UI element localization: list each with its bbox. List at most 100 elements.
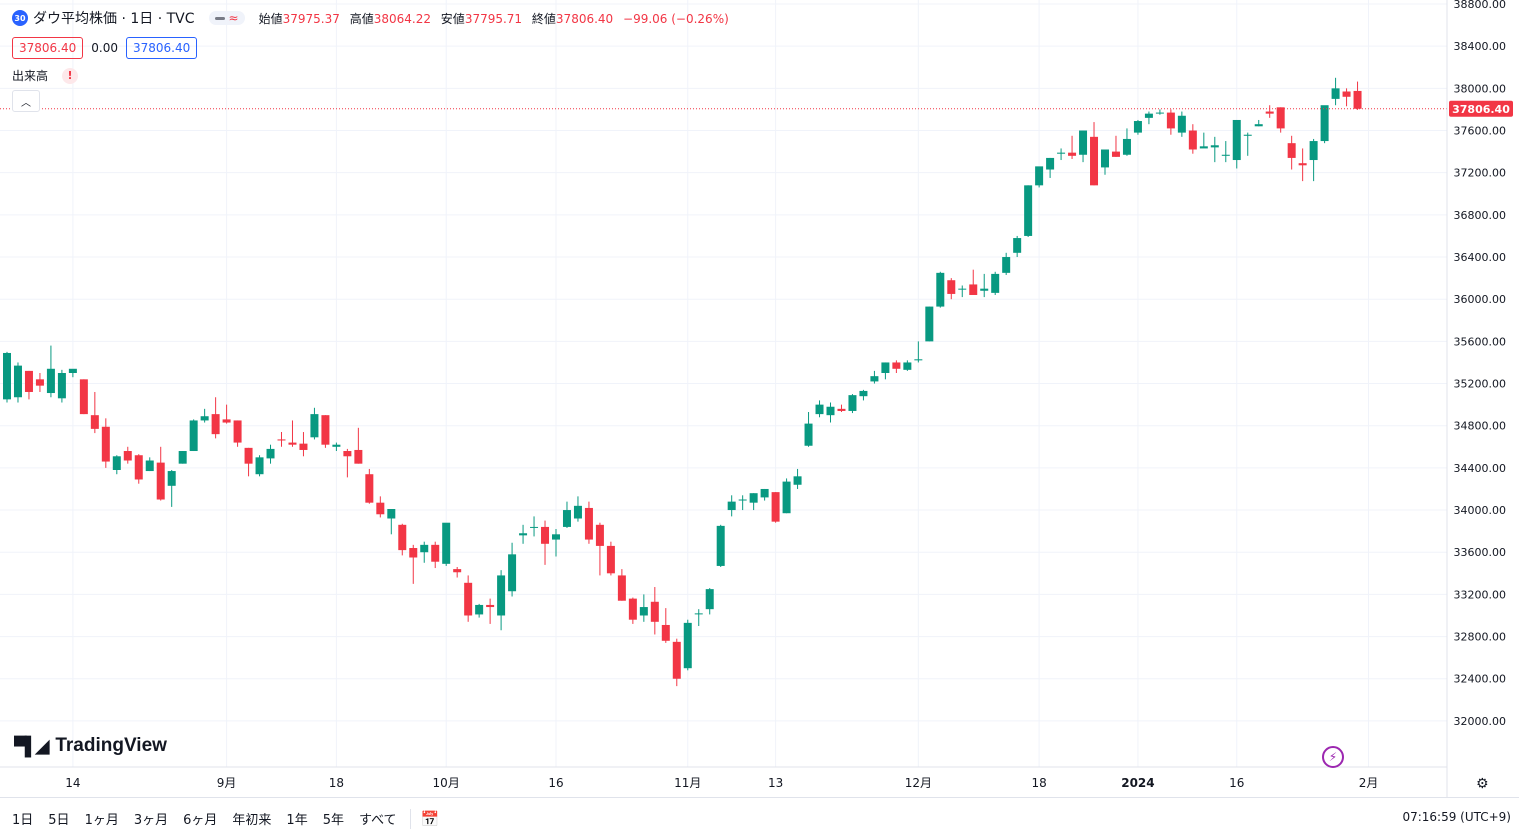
candle-body	[365, 474, 374, 503]
range-6m[interactable]: 6ヶ月	[183, 813, 218, 828]
price-tick-label: 37200.00	[1454, 167, 1507, 180]
candle	[57, 369, 66, 403]
gear-icon[interactable]: ⚙	[1476, 776, 1489, 792]
price-tick-label: 37600.00	[1454, 125, 1507, 138]
legend-toggles[interactable]: ≈	[208, 11, 245, 25]
candle-body	[716, 525, 725, 566]
candle-body	[35, 379, 44, 386]
flash-icon[interactable]: ⚡	[1322, 746, 1344, 768]
candle-body	[3, 352, 11, 400]
candle	[1122, 128, 1131, 156]
range-all[interactable]: すべて	[358, 813, 397, 828]
candle	[1101, 149, 1109, 175]
candle-body	[486, 604, 495, 608]
ohlc-values: 始値37975.37 高値38064.22 安値37795.71 終値37806…	[259, 10, 735, 27]
symbol-title[interactable]: ダウ平均株価 · 1日 · TVC	[33, 11, 195, 27]
range-1y[interactable]: 1年	[286, 813, 308, 828]
calendar-icon[interactable]: 📅	[420, 809, 440, 828]
time-tick-label: 12月	[905, 776, 932, 790]
candle-body	[1221, 154, 1230, 156]
candle	[760, 488, 769, 501]
candle	[376, 496, 385, 518]
candle	[848, 394, 857, 414]
candle	[420, 541, 429, 563]
candle-body	[1002, 257, 1011, 273]
candle	[1353, 81, 1362, 110]
candle	[475, 603, 484, 618]
time-tick-label: 18	[329, 776, 344, 790]
candle	[716, 524, 725, 567]
volume-label[interactable]: 出来高	[12, 69, 49, 83]
candle	[606, 541, 615, 576]
candle-body	[178, 451, 187, 464]
price-tick-label: 36400.00	[1454, 251, 1507, 264]
candle-body	[760, 488, 769, 498]
candle	[178, 451, 187, 464]
candle-body	[46, 368, 55, 394]
candle-body	[1232, 119, 1241, 161]
symbol-badge[interactable]: 30	[12, 10, 28, 26]
price-tick-label: 32000.00	[1454, 715, 1507, 728]
candle	[79, 379, 88, 415]
tradingview-logo[interactable]: ▀▌◢ TradingView	[14, 735, 167, 757]
candle	[200, 408, 209, 423]
candle	[189, 419, 198, 452]
candle	[1111, 135, 1120, 157]
range-ytd[interactable]: 年初来	[232, 813, 272, 828]
candle-body	[1188, 130, 1197, 150]
candle-body	[1013, 238, 1022, 253]
range-1d[interactable]: 1日	[12, 813, 34, 828]
minus-icon[interactable]	[214, 16, 225, 20]
candle	[639, 594, 648, 622]
candle-body	[431, 544, 440, 562]
candle	[1254, 119, 1263, 127]
candle	[332, 442, 341, 452]
candle-body	[1144, 113, 1153, 118]
low-label: 安値	[440, 11, 465, 26]
candle-body	[222, 419, 231, 423]
candle-body	[969, 284, 978, 295]
ask-button[interactable]: 37806.40	[125, 37, 198, 59]
price-tick-label: 34800.00	[1454, 420, 1507, 433]
clock-display[interactable]: 07:16:59 (UTC+9)	[1402, 810, 1511, 824]
candle	[1046, 157, 1055, 178]
candle-body	[541, 526, 550, 544]
candle	[650, 587, 659, 635]
range-3m[interactable]: 3ヶ月	[133, 813, 169, 828]
time-tick-label: 2024	[1121, 776, 1154, 790]
price-axis[interactable]: 38800.00 38400.00 38000.00 37600.00 37200.00…	[1454, 0, 1507, 728]
price-tick-label: 36000.00	[1454, 293, 1507, 306]
time-axis[interactable]: 14 9月 18 10月 16 11月 13 12月 18 2024 16 2月	[65, 776, 1378, 790]
bid-button[interactable]: 37806.40	[12, 37, 84, 59]
candle-body	[420, 544, 429, 553]
candle-body	[1254, 124, 1263, 127]
candle	[925, 306, 934, 342]
candle-body	[57, 373, 66, 399]
range-5d[interactable]: 5日	[48, 813, 70, 828]
candle-body	[958, 288, 967, 290]
candles-series	[3, 77, 1362, 687]
candle-body	[672, 641, 681, 679]
candle-body	[453, 569, 462, 573]
candle	[343, 448, 352, 478]
price-tick-label: 33600.00	[1454, 546, 1507, 559]
candle	[1177, 111, 1186, 137]
range-1m[interactable]: 1ヶ月	[84, 813, 119, 828]
candle-body	[24, 370, 33, 392]
candle	[90, 391, 99, 434]
wave-icon[interactable]: ≈	[228, 11, 239, 25]
time-tick-label: 11月	[674, 776, 701, 790]
warning-icon[interactable]: !	[62, 67, 79, 84]
candle	[870, 370, 879, 384]
candle	[35, 373, 44, 392]
candle-body	[1079, 130, 1088, 155]
candle-body	[1177, 115, 1186, 133]
candle-body	[815, 404, 824, 415]
candle	[233, 420, 242, 447]
range-5y[interactable]: 5年	[322, 813, 344, 828]
collapse-legend-button[interactable]: ︿	[12, 90, 40, 112]
candle-body	[639, 607, 648, 616]
candle-body	[848, 395, 857, 411]
candlestick-chart[interactable]: 38800.00 38400.00 38000.00 37600.00 37200.00…	[0, 0, 1519, 797]
candle	[683, 619, 692, 671]
